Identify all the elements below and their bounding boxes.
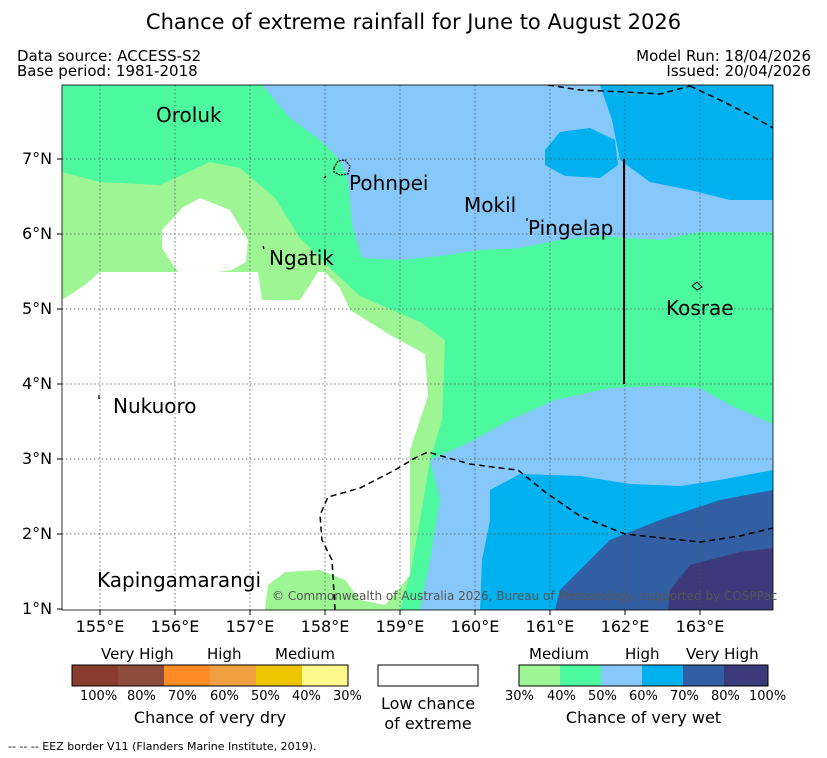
axis-ticks [57,158,701,615]
legend-wet-swatch [683,665,724,686]
place-mokil: Mokil [464,193,517,217]
lat-label: 6°N [22,224,53,243]
legend-wet-swatch [642,665,683,686]
copyright-note: © Commonwealth of Australia 2026, Bureau… [272,589,778,603]
legend-dry-category: High [207,645,242,663]
place-pingelap: Pingelap [528,216,614,240]
legend-wet-swatch [724,665,768,686]
legend-wet-swatch [560,665,601,686]
zone-navy [668,548,773,610]
legend-dry-percent: 80% [127,689,156,704]
legend-wet-category: Very High [686,645,759,663]
place-pohnpei: Pohnpei [349,171,429,195]
legend-wet-percent: 70% [670,689,699,704]
place-ngatik: Ngatik [269,246,334,270]
legend-dry-swatch [118,665,164,686]
lat-label: 5°N [22,299,53,318]
zone-white-south [62,272,428,610]
model-run: Model Run: 18/04/2026 [636,47,811,65]
place-kosrae: Kosrae [666,296,734,320]
legend-neutral-swatch [377,664,479,687]
data-source: Data source: ACCESS-S2 [17,47,202,65]
legend-dry-percent: 70% [168,689,197,704]
legend-dry-swatch [302,665,348,686]
zone-lightgreen-south [265,570,365,610]
legend-dry-percent: 50% [251,689,280,704]
legend-dry-percent: 40% [292,689,321,704]
lat-label: 3°N [22,449,53,468]
legend-dry-category: Medium [275,645,335,663]
legend-wet-percent: 30% [505,689,534,704]
island-pohnpei [333,159,351,176]
map-title: Chance of extreme rainfall for June to A… [145,10,682,34]
lon-label: 161°E [525,617,575,636]
legend-dry-bar [71,664,349,687]
lat-label: 4°N [22,374,53,393]
legend-neutral-line1: Low chance [380,694,476,713]
eez-border [319,85,773,610]
lon-label: 155°E [75,617,125,636]
legend-wet-percent: 100% [749,689,787,704]
zone-blue-blob [545,128,618,178]
lon-label: 156°E [150,617,200,636]
legend-wet-bar [518,664,769,687]
lon-label: 157°E [225,617,275,636]
legend-dry-swatch [210,665,256,686]
legend-dry-percent: 100% [80,689,118,704]
eez-footnote: -- -- -- EEZ border V11 (Flanders Marine… [8,740,317,753]
legend-wet-swatch [519,665,560,686]
legend-dry-percent: 60% [210,689,239,704]
legend-neutral-line2: of extreme [384,714,472,733]
issued-date: Issued: 20/04/2026 [666,62,811,80]
place-nukuoro: Nukuoro [113,394,197,418]
island-kosrae [691,281,703,291]
legend-wet-percent: 60% [629,689,658,704]
legend-dry-swatch [164,665,210,686]
place-oroluk: Oroluk [156,103,222,127]
gridlines [62,85,773,610]
base-period: Base period: 1981-2018 [17,62,198,80]
legend-dry-category: Very High [101,645,174,663]
lat-label: 7°N [22,149,53,168]
lon-label: 162°E [600,617,650,636]
place-kapingamarangi: Kapingamarangi [97,568,262,592]
lon-label: 158°E [300,617,350,636]
map-frame [61,84,774,611]
lat-label: 2°N [22,524,53,543]
legend-wet-percent: 40% [547,689,576,704]
legend-wet-swatch [601,665,642,686]
legend-wet-percent: 50% [588,689,617,704]
island-ngatik [262,245,265,250]
legend-wet-category: Medium [529,645,589,663]
lon-label: 160°E [450,617,500,636]
zone-blue-north [600,85,773,200]
legend-dry-swatch [256,665,302,686]
legend-dry-swatch [72,665,118,686]
lon-label: 159°E [375,617,425,636]
lon-label: 163°E [675,617,725,636]
island-ant [323,175,327,179]
legend-wet-percent: 80% [711,689,740,704]
legend-wet-label: Chance of very wet [565,708,722,727]
legend-dry-label: Chance of very dry [133,708,287,727]
lat-label: 1°N [22,599,53,618]
legend-wet-category: High [625,645,660,663]
zone-white-north [162,198,248,285]
legend-dry-percent: 30% [333,689,362,704]
